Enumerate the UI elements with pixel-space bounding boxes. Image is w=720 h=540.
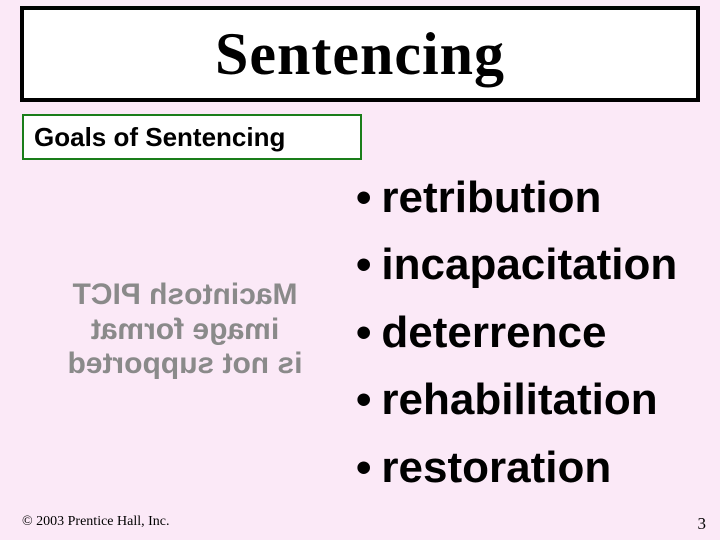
subtitle-box: Goals of Sentencing — [22, 114, 362, 160]
list-item: • rehabilitation — [356, 370, 700, 429]
bullet-marker: • — [356, 243, 371, 287]
copyright-text: © 2003 Prentice Hall, Inc. — [22, 514, 170, 530]
bullet-list: • retribution • incapacitation • deterre… — [356, 168, 700, 505]
bullet-text: restoration — [381, 438, 611, 497]
list-item: • retribution — [356, 168, 700, 227]
bullet-marker: • — [356, 311, 371, 355]
bullet-text: retribution — [381, 168, 601, 227]
bullet-text: incapacitation — [381, 235, 677, 294]
bullet-marker: • — [356, 378, 371, 422]
placeholder-line: Macintosh PICT — [73, 278, 298, 313]
slide-subtitle: Goals of Sentencing — [34, 122, 285, 153]
bullet-text: rehabilitation — [381, 370, 657, 429]
bullet-marker: • — [356, 176, 371, 220]
list-item: • deterrence — [356, 303, 700, 362]
image-placeholder: Macintosh PICT image format is not suppo… — [20, 262, 350, 398]
list-item: • incapacitation — [356, 235, 700, 294]
bullet-marker: • — [356, 446, 371, 490]
placeholder-line: is not supported — [68, 347, 303, 382]
list-item: • restoration — [356, 438, 700, 497]
page-number: 3 — [698, 514, 707, 534]
bullet-text: deterrence — [381, 303, 606, 362]
slide-title: Sentencing — [215, 20, 505, 89]
placeholder-line: image format — [91, 313, 279, 348]
title-box: Sentencing — [20, 6, 700, 102]
